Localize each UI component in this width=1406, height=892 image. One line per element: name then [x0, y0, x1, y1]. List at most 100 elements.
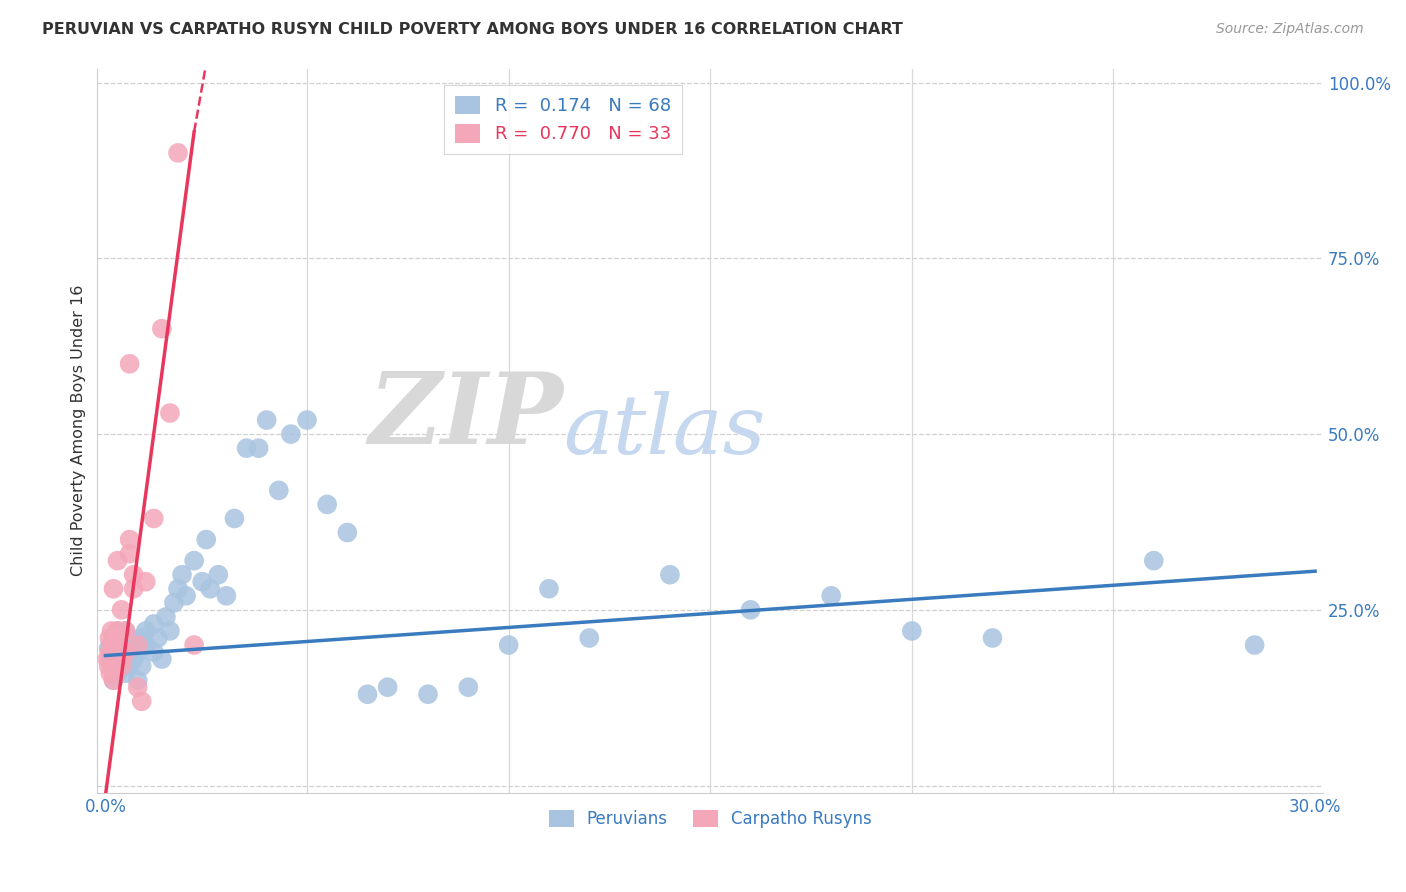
Point [96, 652, 118, 666]
Point [150, 321, 173, 335]
Point [103, 673, 125, 688]
Point [537, 582, 560, 596]
Point [103, 645, 125, 659]
Point [150, 652, 173, 666]
Point [98, 638, 121, 652]
Point [658, 567, 681, 582]
Point [167, 145, 190, 160]
Point [118, 659, 141, 673]
Point [131, 631, 153, 645]
Point [103, 645, 125, 659]
Point [159, 406, 181, 420]
Point [103, 673, 125, 688]
Point [167, 582, 190, 596]
Point [110, 603, 132, 617]
Point [316, 497, 339, 511]
Point [416, 687, 439, 701]
Point [110, 631, 132, 645]
Point [103, 631, 125, 645]
Y-axis label: Child Poverty Among Boys Under 16: Child Poverty Among Boys Under 16 [72, 285, 86, 576]
Point [114, 638, 136, 652]
Point [235, 441, 257, 455]
Point [97, 641, 120, 656]
Point [110, 659, 132, 673]
Point [135, 638, 157, 652]
Point [215, 589, 238, 603]
Point [981, 631, 1004, 645]
Point [131, 694, 153, 708]
Point [356, 687, 378, 701]
Point [98, 631, 121, 645]
Point [127, 673, 149, 688]
Point [114, 666, 136, 681]
Point [131, 659, 153, 673]
Point [118, 357, 141, 371]
Point [110, 645, 132, 659]
Point [118, 533, 141, 547]
Point [127, 680, 149, 694]
Point [155, 610, 177, 624]
Point [110, 652, 132, 666]
Point [336, 525, 359, 540]
Point [122, 582, 145, 596]
Point [101, 659, 124, 673]
Point [135, 574, 157, 589]
Point [98, 645, 121, 659]
Point [142, 645, 165, 659]
Point [107, 638, 129, 652]
Point [174, 589, 197, 603]
Point [142, 616, 165, 631]
Point [183, 638, 205, 652]
Text: ZIP: ZIP [368, 368, 564, 465]
Point [100, 624, 122, 638]
Point [122, 567, 145, 582]
Point [127, 645, 149, 659]
Text: Source: ZipAtlas.com: Source: ZipAtlas.com [1216, 22, 1364, 37]
Point [1243, 638, 1265, 652]
Point [170, 567, 193, 582]
Point [98, 666, 121, 681]
Point [107, 638, 129, 652]
Legend: Peruvians, Carpatho Rusyns: Peruvians, Carpatho Rusyns [541, 804, 879, 835]
Point [98, 652, 121, 666]
Point [820, 589, 842, 603]
Point [122, 638, 145, 652]
Point [127, 638, 149, 652]
Point [142, 511, 165, 525]
Point [114, 624, 136, 638]
Point [100, 645, 122, 659]
Point [377, 680, 399, 694]
Point [256, 413, 278, 427]
Text: atlas: atlas [564, 391, 765, 471]
Point [295, 413, 318, 427]
Point [578, 631, 600, 645]
Point [901, 624, 924, 638]
Point [118, 547, 141, 561]
Point [457, 680, 479, 694]
Point [100, 638, 122, 652]
Point [107, 554, 129, 568]
Point [1143, 554, 1166, 568]
Point [103, 582, 125, 596]
Point [740, 603, 762, 617]
Point [118, 631, 141, 645]
Point [110, 659, 132, 673]
Point [114, 624, 136, 638]
Point [107, 652, 129, 666]
Point [207, 567, 229, 582]
Point [163, 596, 186, 610]
Point [107, 624, 129, 638]
Point [224, 511, 246, 525]
Point [114, 645, 136, 659]
Point [107, 624, 129, 638]
Point [97, 659, 120, 673]
Point [191, 574, 214, 589]
Point [200, 582, 222, 596]
Point [280, 427, 302, 442]
Point [146, 631, 169, 645]
Point [107, 666, 129, 681]
Point [122, 652, 145, 666]
Point [195, 533, 218, 547]
Point [267, 483, 290, 498]
Point [247, 441, 270, 455]
